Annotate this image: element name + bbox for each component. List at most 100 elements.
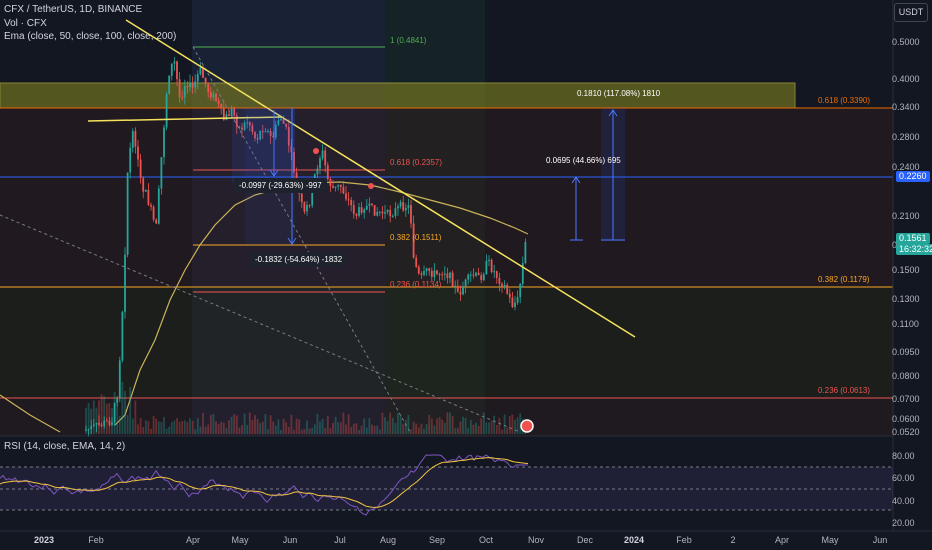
candle-body (261, 130, 264, 132)
candle-body (339, 184, 342, 187)
price-axis-label: 0.2800 (892, 132, 920, 142)
volume-bar (488, 422, 490, 434)
volume-bar (342, 412, 345, 434)
candle-body (181, 97, 184, 99)
candle-body (295, 172, 298, 182)
time-axis-label: Jun (282, 535, 298, 545)
candle-body (274, 124, 277, 138)
volume-bar (391, 417, 394, 434)
candle-body (394, 208, 397, 216)
candle-body (508, 293, 511, 298)
time-axis-label: May (231, 535, 249, 545)
candle-body (449, 272, 451, 278)
volume-bar (378, 429, 381, 434)
volume-bar (394, 423, 397, 434)
volume-bar (480, 418, 483, 434)
ema-legend[interactable]: Ema (close, 50, close, 100, close, 200) (4, 31, 177, 42)
fib-right-236: 0.236 (0.0613) (818, 386, 871, 395)
volume-bar (256, 419, 259, 434)
price-axis-label: 0.0600 (892, 414, 920, 424)
candle-body (225, 114, 228, 121)
candle-body (402, 202, 405, 211)
candle-body (186, 86, 189, 88)
candle-body (417, 266, 420, 274)
volume-bar (399, 415, 402, 434)
volume-bar (225, 427, 228, 434)
currency-badge[interactable]: USDT (894, 3, 928, 22)
candle-body (150, 204, 152, 207)
candle-body (126, 172, 129, 255)
fib-right-618: 0.618 (0.3390) (818, 96, 871, 105)
candle-body (433, 270, 436, 277)
candle-body (129, 147, 132, 173)
volume-bar (274, 425, 277, 434)
candle-body (290, 145, 293, 153)
candle-body (506, 284, 509, 294)
volume-bar (508, 416, 511, 434)
candle-body (98, 423, 100, 425)
candle-body (134, 131, 137, 147)
volume-bar (251, 419, 254, 434)
volume-bar (316, 413, 319, 434)
rsi-ma-line (0, 457, 529, 508)
time-axis-label: Sep (428, 535, 446, 545)
volume-bar (137, 424, 139, 434)
rsi-legend[interactable]: RSI (14, close, EMA, 14, 2) (4, 441, 126, 452)
candle-body (451, 272, 454, 287)
candle-body (381, 211, 384, 214)
volume-bar (168, 426, 171, 434)
volume-bar (319, 421, 321, 434)
candle-body (121, 311, 124, 361)
candle-body (475, 272, 477, 276)
volume-bar (332, 422, 334, 434)
candle-body (420, 273, 423, 275)
candle-body (326, 165, 329, 179)
volume-legend[interactable]: Vol · CFX (4, 18, 47, 29)
candle-body (238, 126, 241, 128)
candle-body (467, 274, 470, 280)
candle-body (360, 207, 363, 213)
volume-bar (163, 417, 165, 434)
volume-bar (495, 425, 498, 434)
rsi-level-80: 80.00 (892, 451, 915, 461)
candle-body (368, 203, 371, 206)
time-axis-label: Apr (774, 535, 790, 545)
candle-body (334, 186, 337, 188)
time-axis-label: Aug (379, 535, 397, 545)
volume-bar (121, 381, 124, 434)
volume-bar (142, 426, 145, 434)
candle-body (157, 188, 160, 224)
candle-body (488, 259, 490, 262)
price-axis-label: 0.1500 (892, 265, 920, 275)
volume-bar (196, 418, 199, 434)
candle-body (386, 209, 389, 212)
volume-bar (467, 427, 470, 434)
candle-body (358, 207, 360, 216)
volume-bar (308, 428, 311, 434)
volume-bar (173, 420, 176, 434)
candle-body (300, 193, 303, 203)
candle-body (308, 205, 311, 207)
volume-bar (329, 428, 332, 434)
time-axis-label: Apr (185, 535, 201, 545)
candle-body (332, 185, 334, 188)
volume-bar (230, 416, 233, 434)
volume-bar (204, 426, 207, 434)
volume-bar (272, 421, 275, 434)
volume-bar (277, 419, 280, 434)
volume-bar (501, 429, 503, 434)
candle-body (514, 302, 516, 308)
time-axis-label: Feb (676, 535, 692, 545)
candle-body (280, 119, 282, 121)
candle-body (228, 114, 230, 117)
volume-bar (95, 407, 98, 434)
volume-bar (108, 403, 111, 434)
volume-bar (129, 386, 132, 434)
supply-zone (0, 82, 796, 109)
symbol-legend[interactable]: CFX / TetherUS, 1D, BINANCE (4, 4, 143, 15)
candle-body (124, 254, 126, 312)
candle-body (152, 206, 155, 220)
rsi-level-40: 40.00 (892, 496, 915, 506)
